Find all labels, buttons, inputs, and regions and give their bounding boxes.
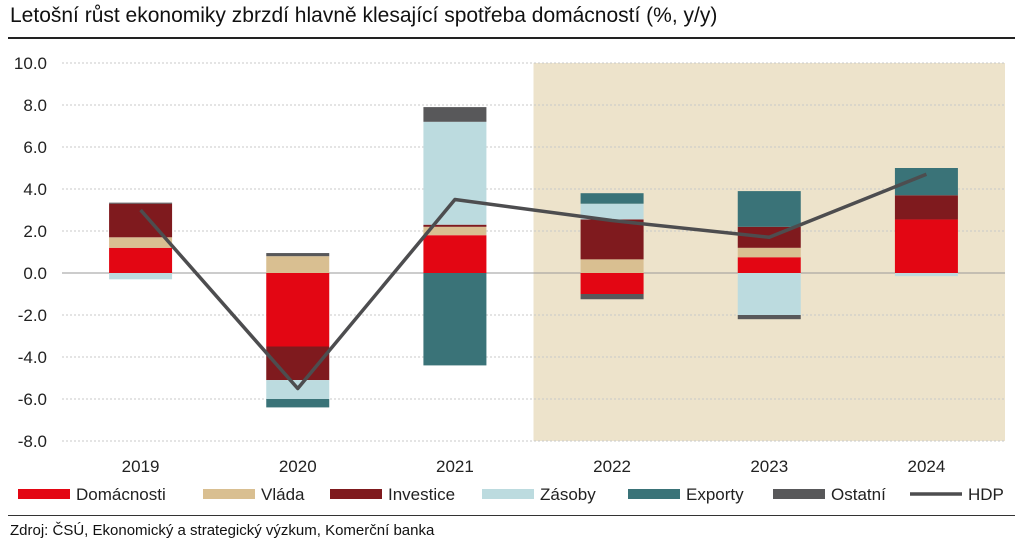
bar-segment [266,256,330,273]
legend-label: Domácnosti [76,485,166,504]
x-tick-label: 2022 [593,457,631,476]
bar-segment [109,203,173,238]
y-tick-label: 4.0 [23,180,47,199]
legend-swatch [330,489,382,499]
x-tick-label: 2019 [122,457,160,476]
bar-segment [580,259,644,273]
legend-label: HDP [968,485,1004,504]
y-tick-label: -8.0 [18,432,47,451]
bar-segment [580,219,644,260]
legend-label: Exporty [686,485,744,504]
bar-segment [109,273,173,280]
bar-segment [109,202,173,204]
hdp-line [139,172,928,391]
chart-svg: 10.0 8.0 6.0 4.0 2.0 0.0 -2.0 -4.0 -6.0 -8.0 2019… [14,54,1005,504]
y-tick-label: 2.0 [23,222,47,241]
x-tick-label: 2020 [279,457,317,476]
bar-segment [737,257,801,273]
legend-swatch [773,489,825,499]
bar-segment [580,294,644,300]
chart-title: Letošní růst ekonomiky zbrzdí hlavně kle… [10,4,718,27]
legend-swatch [628,489,680,499]
legend-label: Investice [388,485,455,504]
bar-segment [580,273,644,294]
source-rule [8,515,1015,516]
bar-segment [737,247,801,258]
legend-swatch [203,489,255,499]
y-tick-label: 8.0 [23,96,47,115]
bar-segment [423,273,487,366]
bar-segment [109,237,173,248]
bar-segment [580,193,644,204]
bar-segment [580,203,644,220]
legend-swatch [18,489,70,499]
x-tick-label: 2023 [750,457,788,476]
bar-segment [894,273,958,277]
source-note: Zdroj: ČSÚ, Ekonomický a strategický výz… [10,522,435,539]
bar-segment [737,273,801,315]
bar-segment [894,219,958,273]
bar-segment [423,107,487,122]
y-tick-label: -6.0 [18,390,47,409]
bar-segment [266,253,330,257]
bar-segment [737,191,801,227]
bar-segment [423,224,487,227]
y-tick-label: 0.0 [23,264,47,283]
x-tick-label: 2024 [908,457,946,476]
bar-segment [737,315,801,320]
legend-label: Vláda [261,485,305,504]
bar-segment [894,195,958,220]
y-tick-label: 6.0 [23,138,47,157]
bar-segment [266,399,330,408]
legend-swatch [482,489,534,499]
y-tick-label: -2.0 [18,306,47,325]
bar-segment [266,273,330,347]
x-tick-label: 2021 [436,457,474,476]
y-tick-label: -4.0 [18,348,47,367]
y-tick-label: 10.0 [14,54,47,73]
title-rule [8,37,1015,39]
legend-label: Ostatní [831,485,886,504]
bar-segment [423,121,487,225]
bar-segment [423,235,487,273]
bar-segment [423,226,487,236]
bar-segment [109,247,173,273]
legend-label: Zásoby [540,485,596,504]
